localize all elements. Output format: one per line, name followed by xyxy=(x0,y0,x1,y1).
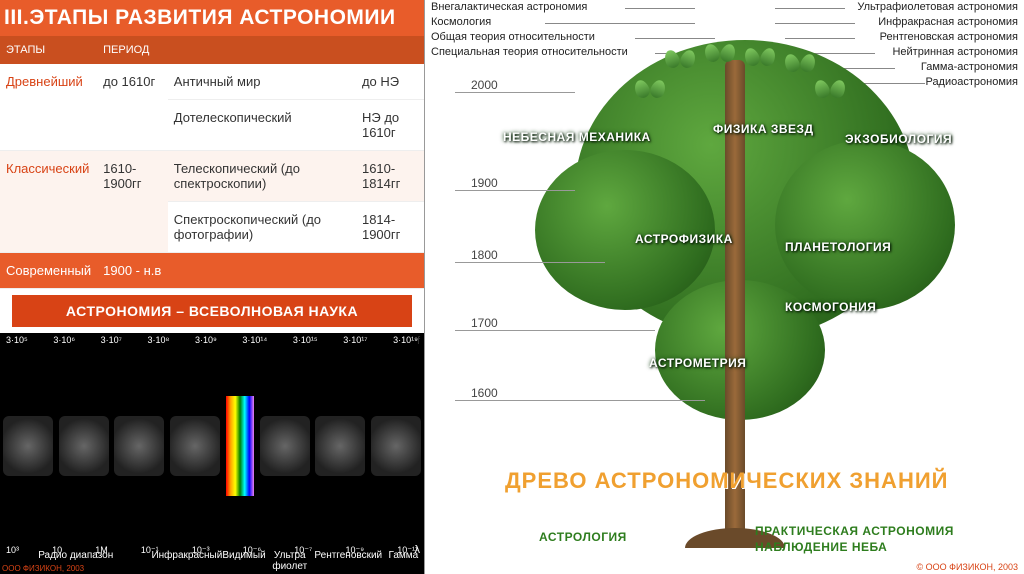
credit: © ООО ФИЗИКОН, 2003 xyxy=(916,562,1018,572)
leaf-cluster-icon xyxy=(745,48,775,72)
cell-years: до НЭ xyxy=(356,64,424,100)
cell-period: до 1610г xyxy=(97,64,168,151)
top-branches-right: Ультрафиолетовая астрономия Инфракрасная… xyxy=(857,0,1018,90)
leaf-cluster-icon xyxy=(635,80,665,104)
knowledge-tree: Внегалактическая астрономия Космология О… xyxy=(425,0,1024,574)
table-row: Древнейший до 1610г Античный мир до НЭ xyxy=(0,64,424,100)
branch-label: АСТРОФИЗИКА xyxy=(635,232,733,246)
cell-period: 1900 - н.в xyxy=(97,253,168,289)
stages-table: ЭТАПЫ ПЕРИОД Древнейший до 1610г Античны… xyxy=(0,36,424,289)
radio-dish-icon xyxy=(59,416,109,476)
visible-spectrum-icon xyxy=(226,396,254,496)
branch-label: ФИЗИКА ЗВЕЗД xyxy=(713,122,814,136)
spectrum-diagram: 3·10⁵ 3·10⁶ 3·10⁷ 3·10⁸ 3·10⁹ 3·10¹⁴ 3·1… xyxy=(0,333,424,574)
telescope-icon xyxy=(170,416,220,476)
observatory-icon xyxy=(371,416,421,476)
table-row: Классический 1610-1900гг Телескопический… xyxy=(0,151,424,202)
radio-dish-icon xyxy=(3,416,53,476)
year-gridline: 1600 xyxy=(455,400,705,401)
leaf-cluster-icon xyxy=(705,44,735,68)
leaf-cluster-icon xyxy=(785,54,815,78)
leaf-cluster-icon xyxy=(665,50,695,74)
pointer-line xyxy=(625,8,695,9)
pointer-line xyxy=(775,23,855,24)
branch-label: ЭКЗОБИОЛОГИЯ xyxy=(845,132,952,146)
cell-stage: Современный xyxy=(0,253,97,289)
cell-sub: Телескопический (до спектроскопии) xyxy=(168,151,356,202)
cell-sub: Дотелескопический xyxy=(168,100,356,151)
spectrum-objects xyxy=(0,349,424,542)
tree-title: ДРЕВО АСТРОНОМИЧЕСКИХ ЗНАНИЙ xyxy=(505,468,948,494)
table-row: Современный 1900 - н.в xyxy=(0,253,424,289)
branch-label: ПЛАНЕТОЛОГИЯ xyxy=(785,240,891,254)
spectrum-top-ticks: 3·10⁵ 3·10⁶ 3·10⁷ 3·10⁸ 3·10⁹ 3·10¹⁴ 3·1… xyxy=(0,335,424,345)
pointer-line xyxy=(785,38,855,39)
year-gridline: 1900 xyxy=(455,190,575,191)
cell-stage: Древнейший xyxy=(0,64,97,151)
credit: ООО ФИЗИКОН, 2003 xyxy=(2,564,84,573)
cell-stage: Классический xyxy=(0,151,97,253)
th-stage: ЭТАПЫ xyxy=(0,36,97,64)
cell-sub xyxy=(168,253,356,289)
cell-sub: Античный мир xyxy=(168,64,356,100)
pointer-line xyxy=(635,38,715,39)
cell-years: 1610-1814гг xyxy=(356,151,424,202)
root-label: ПРАКТИЧЕСКАЯ АСТРОНОМИЯ xyxy=(755,524,954,538)
page-title: III.ЭТАПЫ РАЗВИТИЯ АСТРОНОМИИ xyxy=(0,0,424,36)
th-years xyxy=(356,36,424,64)
year-gridline: 1800 xyxy=(455,262,605,263)
branch-label: КОСМОГОНИЯ xyxy=(785,300,876,314)
pointer-line xyxy=(545,23,695,24)
branch-label: НЕБЕСНАЯ МЕХАНИКА xyxy=(503,130,651,144)
cell-years: НЭ до 1610г xyxy=(356,100,424,151)
year-gridline: 1700 xyxy=(455,330,655,331)
satellite-icon xyxy=(315,416,365,476)
th-sub xyxy=(168,36,356,64)
th-period: ПЕРИОД xyxy=(97,36,168,64)
cell-sub: Спектроскопический (до фотографии) xyxy=(168,202,356,253)
top-branches-left: Внегалактическая астрономия Космология О… xyxy=(431,0,628,60)
cell-years xyxy=(356,253,424,289)
branch-label: АСТРОМЕТРИЯ xyxy=(649,356,746,370)
root-label: АСТРОЛОГИЯ xyxy=(539,530,627,544)
antenna-icon xyxy=(114,416,164,476)
tree-canopy xyxy=(535,150,715,310)
leaf-cluster-icon xyxy=(815,80,845,104)
satellite-icon xyxy=(260,416,310,476)
year-gridline: 2000 xyxy=(455,92,575,93)
tree-canopy xyxy=(775,140,955,310)
freq-label: f xyxy=(417,335,420,347)
pointer-line xyxy=(775,8,845,9)
cell-period: 1610-1900гг xyxy=(97,151,168,253)
root-label: НАБЛЮДЕНИЕ НЕБА xyxy=(755,540,887,554)
subtitle: АСТРОНОМИЯ – ВСЕВОЛНОВАЯ НАУКА xyxy=(12,295,412,327)
cell-years: 1814-1900гг xyxy=(356,202,424,253)
